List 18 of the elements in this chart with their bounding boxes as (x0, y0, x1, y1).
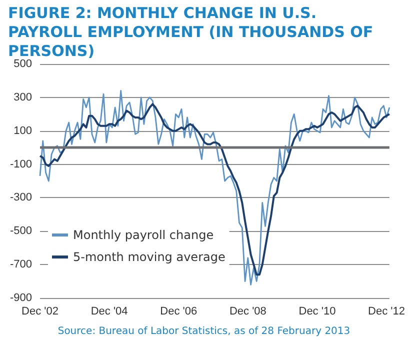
y-tick-label: -500 (10, 225, 32, 238)
y-tick-label: -100 (10, 158, 32, 170)
x-tick-label: Dec '12 (368, 306, 405, 318)
legend-label: Monthly payroll change (73, 228, 214, 242)
x-tick-label: Dec '08 (229, 306, 266, 318)
x-tick-label: Dec '04 (90, 306, 128, 318)
legend-label: 5-month moving average (73, 250, 226, 264)
y-tick-label: 100 (14, 124, 32, 137)
y-tick-label: 300 (14, 91, 32, 104)
chart-title: FIGURE 2: MONTHLY CHANGE IN U.S. PAYROLL EMPLOYMENT (IN THOUSANDS OF PERSONS) (8, 4, 374, 60)
y-tick-label: -900 (10, 292, 32, 304)
x-tick-label: Dec '06 (160, 306, 198, 318)
y-tick-label: 500 (14, 58, 32, 70)
x-tick-label: Dec '10 (298, 306, 336, 318)
y-tick-label: -300 (10, 192, 32, 204)
x-tick-label: Dec '02 (22, 306, 58, 318)
source-note: Source: Bureau of Labor Statistics, as of 28 February 2013 (56, 326, 352, 337)
y-tick-label: -700 (10, 258, 32, 271)
